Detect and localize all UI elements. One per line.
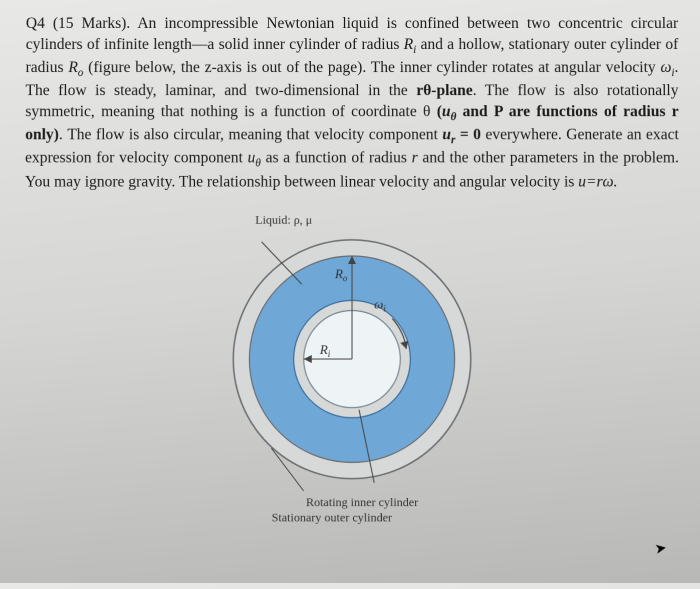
caption-outer: Stationary outer cylinder <box>272 511 392 526</box>
sym-utheta2: uθ <box>248 150 261 167</box>
sym-omega-i: ωi <box>660 59 674 76</box>
problem-text: Q4 (15 Marks). An incompressible Newtoni… <box>25 14 679 193</box>
question-number: Q4 (15 Marks). <box>26 15 130 32</box>
figure-captions: Rotating inner cylinder Stationary outer… <box>292 495 412 526</box>
cursor-icon: ➤ <box>654 540 669 559</box>
cylinder-diagram: Ro Ri ωi <box>201 218 504 501</box>
text: (figure below, the z-axis is out of the … <box>83 59 660 76</box>
liquid-label: Liquid: ρ, μ <box>255 213 312 228</box>
eq-zero: = 0 <box>455 126 481 143</box>
figure: Liquid: ρ, μ Ro Ri ωi <box>23 203 681 526</box>
text: as a function of radius <box>261 150 412 167</box>
relation: u=rω. <box>578 173 617 190</box>
text: . The flow is also circular, meaning tha… <box>59 126 442 143</box>
rtheta-plane: rθ-plane <box>416 82 472 99</box>
sym-ri: Ri <box>404 36 417 53</box>
page: Q4 (15 Marks). An incompressible Newtoni… <box>0 0 700 536</box>
sym-ur: ur <box>442 126 455 143</box>
caption-inner: Rotating inner cylinder <box>302 495 422 510</box>
sym-ro: Ro <box>68 59 83 76</box>
